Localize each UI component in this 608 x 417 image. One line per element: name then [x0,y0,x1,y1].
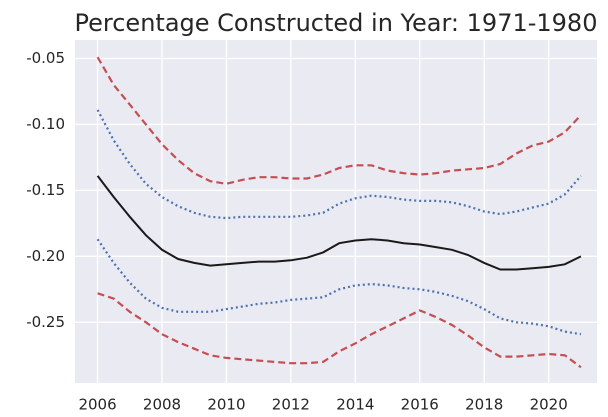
chart-title: Percentage Constructed in Year: 1971-198… [75,9,598,37]
line-series [97,292,582,369]
x-tick-label: 2020 [530,396,568,414]
y-tick-label: -0.20 [26,247,65,265]
x-tick-label: 2010 [207,396,245,414]
x-tick-label: 2006 [78,396,116,414]
y-tick-label: -0.10 [26,115,65,133]
x-tick-label: 2016 [401,396,439,414]
x-tick-label: 2014 [336,396,374,414]
x-tick-label: 2008 [143,396,181,414]
line-series [96,238,582,336]
y-tick-label: -0.05 [26,49,65,67]
y-tick-label: -0.25 [26,313,65,331]
line-series [96,175,582,271]
x-tick-label: 2018 [465,396,503,414]
y-tick-label: -0.15 [26,181,65,199]
line-series [96,56,582,185]
x-tick-label: 2012 [272,396,310,414]
